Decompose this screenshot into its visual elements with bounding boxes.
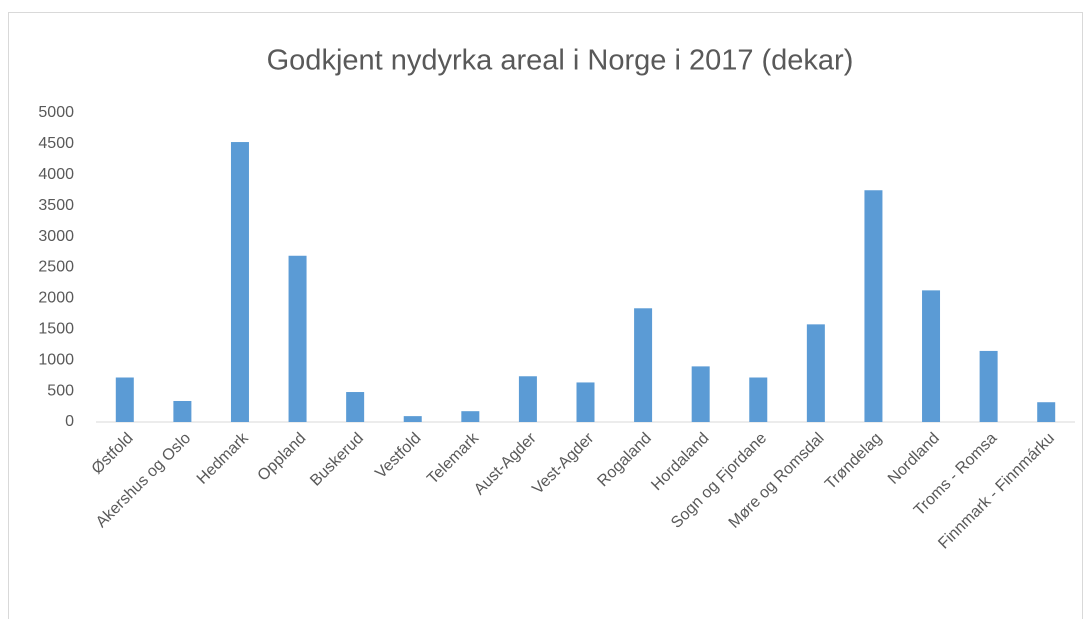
- chart-title: Godkjent nydyrka areal i Norge i 2017 (d…: [267, 45, 854, 77]
- bar: [576, 382, 595, 422]
- bar: [461, 411, 480, 422]
- bar: [749, 377, 768, 422]
- bar: [230, 142, 249, 422]
- bar: [1037, 402, 1056, 422]
- y-tick-label: 5000: [38, 104, 74, 121]
- y-tick-label: 3500: [38, 197, 74, 214]
- bar: [346, 392, 365, 422]
- y-tick-label: 2000: [38, 290, 74, 307]
- bar: [403, 416, 422, 422]
- y-tick-label: 4500: [38, 135, 74, 152]
- bar: [806, 324, 825, 422]
- y-tick-label: 2500: [38, 259, 74, 276]
- y-tick-label: 1500: [38, 321, 74, 338]
- y-tick-label: 0: [65, 413, 74, 430]
- y-tick-label: 500: [47, 382, 74, 399]
- bar: [173, 400, 192, 422]
- bar: [634, 308, 653, 422]
- bar: [979, 350, 998, 422]
- bar: [922, 290, 941, 422]
- y-tick-label: 3000: [38, 228, 74, 245]
- bar: [288, 255, 307, 422]
- chart-border: [8, 12, 1083, 619]
- bar: [864, 190, 883, 422]
- bar: [115, 377, 134, 422]
- y-tick-label: 1000: [38, 351, 74, 368]
- bar: [518, 376, 537, 422]
- y-tick-label: 4000: [38, 166, 74, 183]
- bar: [691, 366, 710, 422]
